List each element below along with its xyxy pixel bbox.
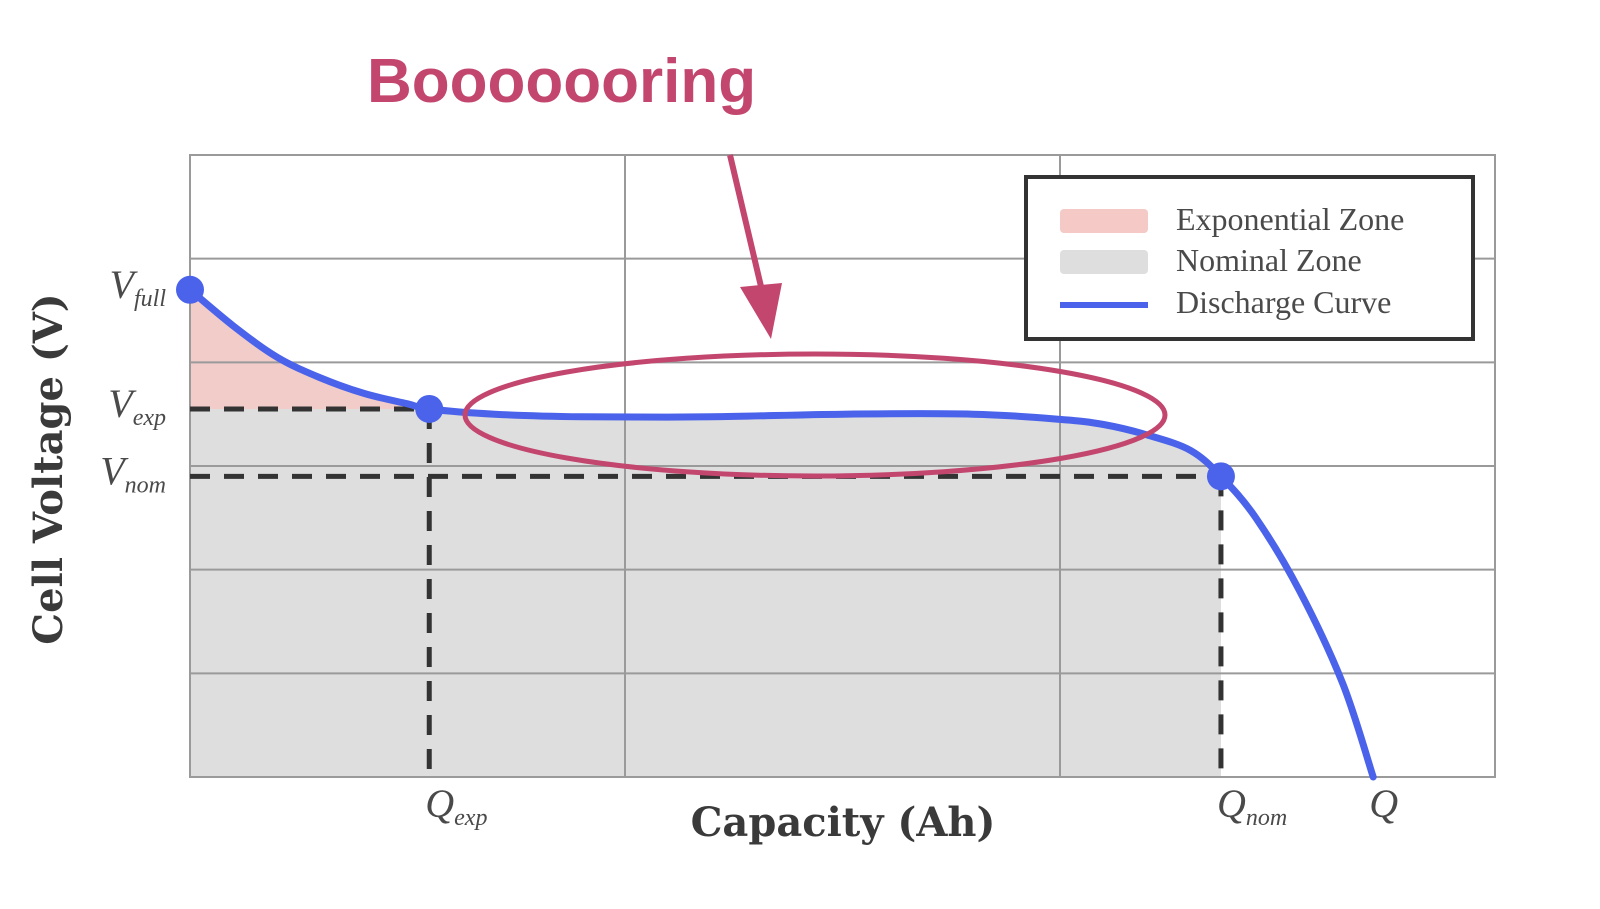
series-line-discharge-curve bbox=[186, 286, 1377, 781]
annotation-arrow bbox=[727, 154, 782, 339]
y-tick-label-0: Vfull bbox=[110, 262, 167, 312]
y-tick-label-2: Vnom bbox=[100, 448, 166, 498]
x-tick-label-2: Q bbox=[1369, 781, 1398, 826]
x-axis-label: Capacity (Ah) bbox=[691, 799, 996, 846]
key-point-1 bbox=[415, 394, 444, 423]
legend-label-discharge: Discharge Curve bbox=[1176, 284, 1391, 320]
guides-layer bbox=[190, 406, 1224, 777]
x-tick-label-0: Qexp bbox=[425, 781, 487, 831]
points-layer bbox=[176, 275, 1235, 491]
x-tick-label-1: Qnom bbox=[1217, 781, 1287, 831]
key-point-2 bbox=[1206, 462, 1235, 491]
plot-frame bbox=[189, 154, 1496, 778]
legend-label-nominal: Nominal Zone bbox=[1176, 242, 1362, 278]
annotation-title: Booooooring bbox=[367, 47, 756, 116]
x-tick-labels: Qexp Qnom Q bbox=[425, 781, 1398, 831]
legend-label-exponential: Exponential Zone bbox=[1176, 201, 1404, 237]
y-tick-label-1: Vexp bbox=[108, 381, 166, 431]
y-tick-labels: Vfull Vexp Vnom bbox=[100, 262, 166, 499]
series-layer bbox=[186, 286, 1377, 781]
legend-swatch-nominal bbox=[1060, 250, 1148, 274]
key-point-0 bbox=[176, 275, 204, 304]
exponential-zone-fill bbox=[190, 289, 430, 409]
y-axis-label: Cell Voltage (V) bbox=[25, 293, 72, 644]
annotation-ellipse bbox=[462, 351, 1168, 479]
legend-swatch-exponential bbox=[1060, 209, 1148, 233]
legend: Exponential Zone Nominal Zone Discharge … bbox=[1024, 175, 1475, 341]
